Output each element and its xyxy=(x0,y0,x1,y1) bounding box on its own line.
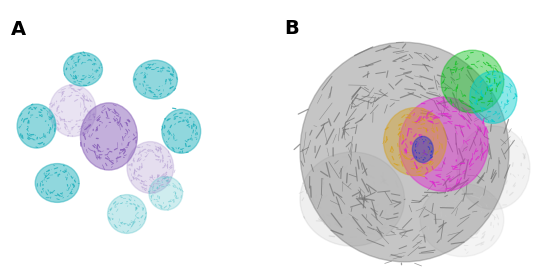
Ellipse shape xyxy=(149,177,183,210)
Ellipse shape xyxy=(134,60,178,99)
Ellipse shape xyxy=(384,108,447,176)
Ellipse shape xyxy=(412,136,433,163)
Ellipse shape xyxy=(108,195,146,233)
Ellipse shape xyxy=(64,53,102,86)
Ellipse shape xyxy=(300,152,405,246)
Ellipse shape xyxy=(470,71,517,123)
Text: A: A xyxy=(10,20,26,39)
Ellipse shape xyxy=(162,109,201,153)
Ellipse shape xyxy=(80,103,138,170)
Ellipse shape xyxy=(50,85,96,136)
Ellipse shape xyxy=(300,42,509,262)
Ellipse shape xyxy=(35,164,79,202)
Ellipse shape xyxy=(441,50,504,113)
Ellipse shape xyxy=(127,142,174,193)
Ellipse shape xyxy=(399,97,488,191)
Ellipse shape xyxy=(456,126,530,210)
Ellipse shape xyxy=(17,104,56,148)
Ellipse shape xyxy=(420,183,504,257)
Text: B: B xyxy=(284,19,299,38)
